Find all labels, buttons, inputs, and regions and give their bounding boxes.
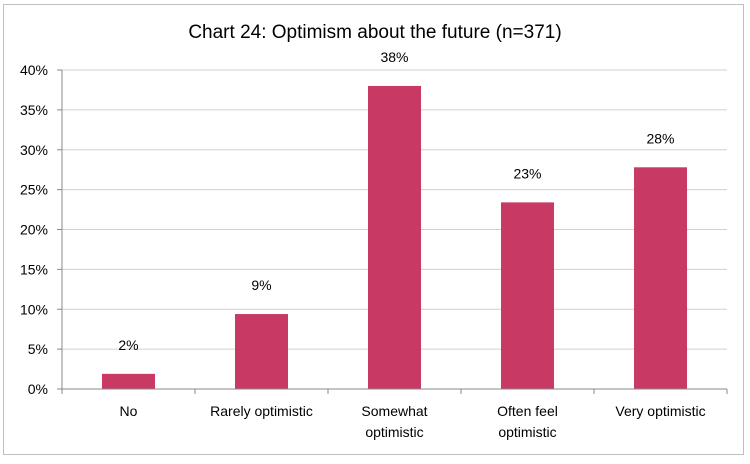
y-tick-label: 5% <box>28 341 48 357</box>
axes <box>57 69 728 394</box>
y-tick-label: 25% <box>20 182 48 198</box>
category-labels: No Rarely optimistic Somewhat optimistic Oft… <box>120 403 706 440</box>
bar <box>102 373 155 389</box>
category-label: Somewhat <box>361 403 427 419</box>
y-tick-label: 20% <box>20 222 48 238</box>
category-label: optimistic <box>365 424 423 440</box>
bar <box>634 167 687 389</box>
data-label: 28% <box>646 130 674 146</box>
y-tick-labels: 0% 5% 10% 15% 20% 25% 30% 35% 40% <box>20 62 48 397</box>
category-label: Very optimistic <box>615 403 705 419</box>
bar <box>235 314 288 389</box>
chart-title: Chart 24: Optimism about the future (n=3… <box>188 22 562 43</box>
y-tick-label: 15% <box>20 261 48 277</box>
y-tick-label: 0% <box>28 381 48 397</box>
category-label: Rarely optimistic <box>210 403 313 419</box>
data-labels: 2% 9% 38% 23% 28% <box>118 49 674 353</box>
data-label: 23% <box>513 165 541 181</box>
data-label: 2% <box>118 337 138 353</box>
data-label: 38% <box>380 49 408 65</box>
y-tick-label: 35% <box>20 102 48 118</box>
bar <box>501 202 554 389</box>
category-label: Often feel <box>497 403 558 419</box>
category-label: No <box>120 403 138 419</box>
y-tick-label: 30% <box>20 142 48 158</box>
category-label: optimistic <box>498 424 556 440</box>
y-tick-label: 10% <box>20 301 48 317</box>
bars <box>102 85 687 389</box>
data-label: 9% <box>251 277 271 293</box>
y-tick-label: 40% <box>20 62 48 78</box>
bar <box>368 85 421 389</box>
